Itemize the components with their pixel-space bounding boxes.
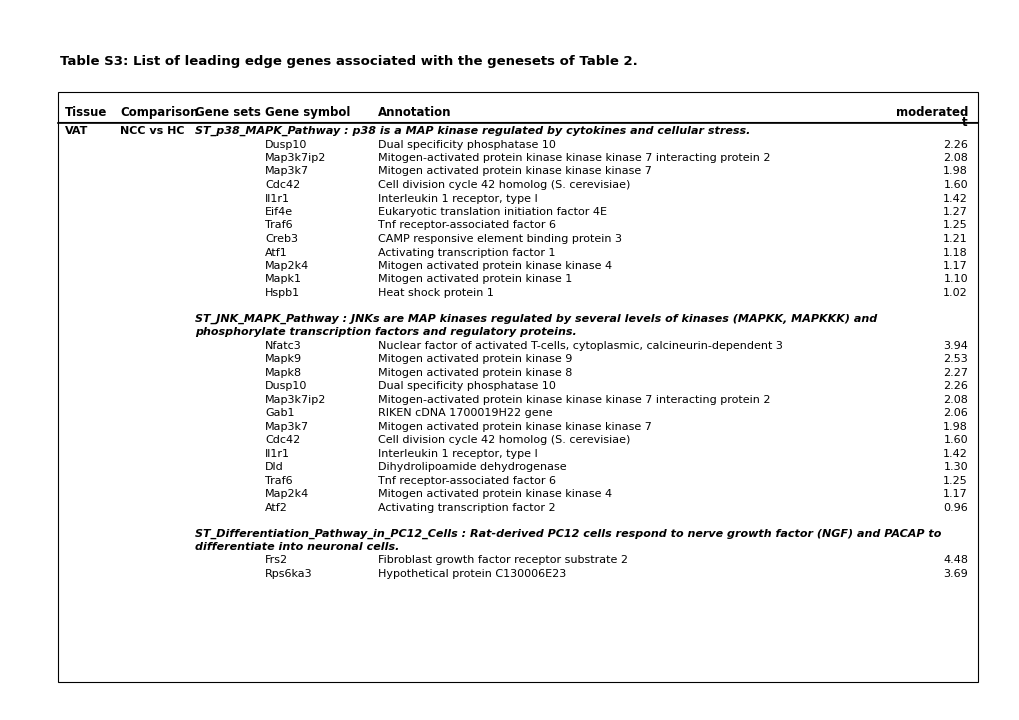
Text: Nfatc3: Nfatc3 xyxy=(265,341,302,351)
Text: Interleukin 1 receptor, type I: Interleukin 1 receptor, type I xyxy=(378,194,537,204)
Text: 1.30: 1.30 xyxy=(943,462,967,472)
Text: Mitogen-activated protein kinase kinase kinase 7 interacting protein 2: Mitogen-activated protein kinase kinase … xyxy=(378,153,769,163)
Text: Gene sets: Gene sets xyxy=(195,106,261,119)
Text: Annotation: Annotation xyxy=(378,106,451,119)
Text: Mapk9: Mapk9 xyxy=(265,354,302,364)
Text: Eif4e: Eif4e xyxy=(265,207,292,217)
Text: 2.26: 2.26 xyxy=(943,140,967,150)
Text: 2.08: 2.08 xyxy=(943,395,967,405)
Text: Il1r1: Il1r1 xyxy=(265,449,289,459)
Text: Cdc42: Cdc42 xyxy=(265,180,300,190)
Text: Traf6: Traf6 xyxy=(265,476,292,486)
Text: Mitogen activated protein kinase kinase kinase 7: Mitogen activated protein kinase kinase … xyxy=(378,422,651,432)
Text: Mitogen activated protein kinase kinase kinase 7: Mitogen activated protein kinase kinase … xyxy=(378,166,651,176)
Text: Comparison: Comparison xyxy=(120,106,199,119)
Text: 1.25: 1.25 xyxy=(943,220,967,230)
Text: 1.42: 1.42 xyxy=(943,449,967,459)
Text: Mitogen activated protein kinase 8: Mitogen activated protein kinase 8 xyxy=(378,368,572,378)
Text: Activating transcription factor 1: Activating transcription factor 1 xyxy=(378,248,555,258)
Text: CAMP responsive element binding protein 3: CAMP responsive element binding protein … xyxy=(378,234,622,244)
Text: Gene symbol: Gene symbol xyxy=(265,106,351,119)
Text: 0.96: 0.96 xyxy=(943,503,967,513)
Text: ST_Differentiation_Pathway_in_PC12_Cells : Rat-derived PC12 cells respond to ner: ST_Differentiation_Pathway_in_PC12_Cells… xyxy=(195,528,941,539)
Bar xyxy=(58,92,977,682)
Text: Mitogen activated protein kinase kinase 4: Mitogen activated protein kinase kinase … xyxy=(378,489,611,499)
Text: 1.60: 1.60 xyxy=(943,435,967,445)
Text: ST_JNK_MAPK_Pathway : JNKs are MAP kinases regulated by several levels of kinase: ST_JNK_MAPK_Pathway : JNKs are MAP kinas… xyxy=(195,314,876,324)
Text: 3.94: 3.94 xyxy=(943,341,967,351)
Text: Nuclear factor of activated T-cells, cytoplasmic, calcineurin-dependent 3: Nuclear factor of activated T-cells, cyt… xyxy=(378,341,783,351)
Text: Map3k7: Map3k7 xyxy=(265,422,309,432)
Text: Map2k4: Map2k4 xyxy=(265,261,309,271)
Text: Tissue: Tissue xyxy=(65,106,107,119)
Text: Mapk8: Mapk8 xyxy=(265,368,302,378)
Text: Traf6: Traf6 xyxy=(265,220,292,230)
Text: RIKEN cDNA 1700019H22 gene: RIKEN cDNA 1700019H22 gene xyxy=(378,408,552,418)
Text: Hypothetical protein C130006E23: Hypothetical protein C130006E23 xyxy=(378,569,566,579)
Text: Heat shock protein 1: Heat shock protein 1 xyxy=(378,288,493,298)
Text: ST_p38_MAPK_Pathway : p38 is a MAP kinase regulated by cytokines and cellular st: ST_p38_MAPK_Pathway : p38 is a MAP kinas… xyxy=(195,126,750,136)
Text: Creb3: Creb3 xyxy=(265,234,298,244)
Text: Dld: Dld xyxy=(265,462,283,472)
Text: 1.18: 1.18 xyxy=(943,248,967,258)
Text: phosphorylate transcription factors and regulatory proteins.: phosphorylate transcription factors and … xyxy=(195,327,576,337)
Text: 2.27: 2.27 xyxy=(943,368,967,378)
Text: Mapk1: Mapk1 xyxy=(265,274,302,284)
Text: 2.53: 2.53 xyxy=(943,354,967,364)
Text: Mitogen activated protein kinase 9: Mitogen activated protein kinase 9 xyxy=(378,354,572,364)
Text: Map2k4: Map2k4 xyxy=(265,489,309,499)
Text: Mitogen activated protein kinase 1: Mitogen activated protein kinase 1 xyxy=(378,274,572,284)
Text: Interleukin 1 receptor, type I: Interleukin 1 receptor, type I xyxy=(378,449,537,459)
Text: Dual specificity phosphatase 10: Dual specificity phosphatase 10 xyxy=(378,381,555,391)
Text: 1.21: 1.21 xyxy=(943,234,967,244)
Text: 1.25: 1.25 xyxy=(943,476,967,486)
Text: Tnf receptor-associated factor 6: Tnf receptor-associated factor 6 xyxy=(378,476,555,486)
Text: 2.26: 2.26 xyxy=(943,381,967,391)
Text: Cell division cycle 42 homolog (S. cerevisiae): Cell division cycle 42 homolog (S. cerev… xyxy=(378,180,630,190)
Text: Activating transcription factor 2: Activating transcription factor 2 xyxy=(378,503,555,513)
Text: Mitogen activated protein kinase kinase 4: Mitogen activated protein kinase kinase … xyxy=(378,261,611,271)
Text: Dual specificity phosphatase 10: Dual specificity phosphatase 10 xyxy=(378,140,555,150)
Text: Gab1: Gab1 xyxy=(265,408,294,418)
Text: Tnf receptor-associated factor 6: Tnf receptor-associated factor 6 xyxy=(378,220,555,230)
Text: 1.10: 1.10 xyxy=(943,274,967,284)
Text: 1.98: 1.98 xyxy=(943,166,967,176)
Text: 1.27: 1.27 xyxy=(943,207,967,217)
Text: Eukaryotic translation initiation factor 4E: Eukaryotic translation initiation factor… xyxy=(378,207,606,217)
Text: Dusp10: Dusp10 xyxy=(265,381,307,391)
Text: Map3k7ip2: Map3k7ip2 xyxy=(265,395,326,405)
Text: Cell division cycle 42 homolog (S. cerevisiae): Cell division cycle 42 homolog (S. cerev… xyxy=(378,435,630,445)
Text: 4.48: 4.48 xyxy=(943,555,967,565)
Text: 3.69: 3.69 xyxy=(943,569,967,579)
Text: t: t xyxy=(962,115,967,128)
Text: 1.02: 1.02 xyxy=(943,288,967,298)
Text: Map3k7: Map3k7 xyxy=(265,166,309,176)
Text: 1.98: 1.98 xyxy=(943,422,967,432)
Text: 1.17: 1.17 xyxy=(943,489,967,499)
Text: 1.17: 1.17 xyxy=(943,261,967,271)
Text: Dihydrolipoamide dehydrogenase: Dihydrolipoamide dehydrogenase xyxy=(378,462,567,472)
Text: VAT: VAT xyxy=(65,126,89,136)
Text: 1.60: 1.60 xyxy=(943,180,967,190)
Text: Mitogen-activated protein kinase kinase kinase 7 interacting protein 2: Mitogen-activated protein kinase kinase … xyxy=(378,395,769,405)
Text: NCC vs HC: NCC vs HC xyxy=(120,126,184,136)
Text: Rps6ka3: Rps6ka3 xyxy=(265,569,312,579)
Text: differentiate into neuronal cells.: differentiate into neuronal cells. xyxy=(195,541,399,552)
Text: Dusp10: Dusp10 xyxy=(265,140,307,150)
Text: Atf1: Atf1 xyxy=(265,248,287,258)
Text: Hspb1: Hspb1 xyxy=(265,288,300,298)
Text: 2.06: 2.06 xyxy=(943,408,967,418)
Text: moderated: moderated xyxy=(895,106,967,119)
Text: Fibroblast growth factor receptor substrate 2: Fibroblast growth factor receptor substr… xyxy=(378,555,628,565)
Text: Il1r1: Il1r1 xyxy=(265,194,289,204)
Text: 1.42: 1.42 xyxy=(943,194,967,204)
Text: Map3k7ip2: Map3k7ip2 xyxy=(265,153,326,163)
Text: 2.08: 2.08 xyxy=(943,153,967,163)
Text: Table S3: List of leading edge genes associated with the genesets of Table 2.: Table S3: List of leading edge genes ass… xyxy=(60,55,637,68)
Text: Cdc42: Cdc42 xyxy=(265,435,300,445)
Text: Frs2: Frs2 xyxy=(265,555,287,565)
Text: Atf2: Atf2 xyxy=(265,503,287,513)
